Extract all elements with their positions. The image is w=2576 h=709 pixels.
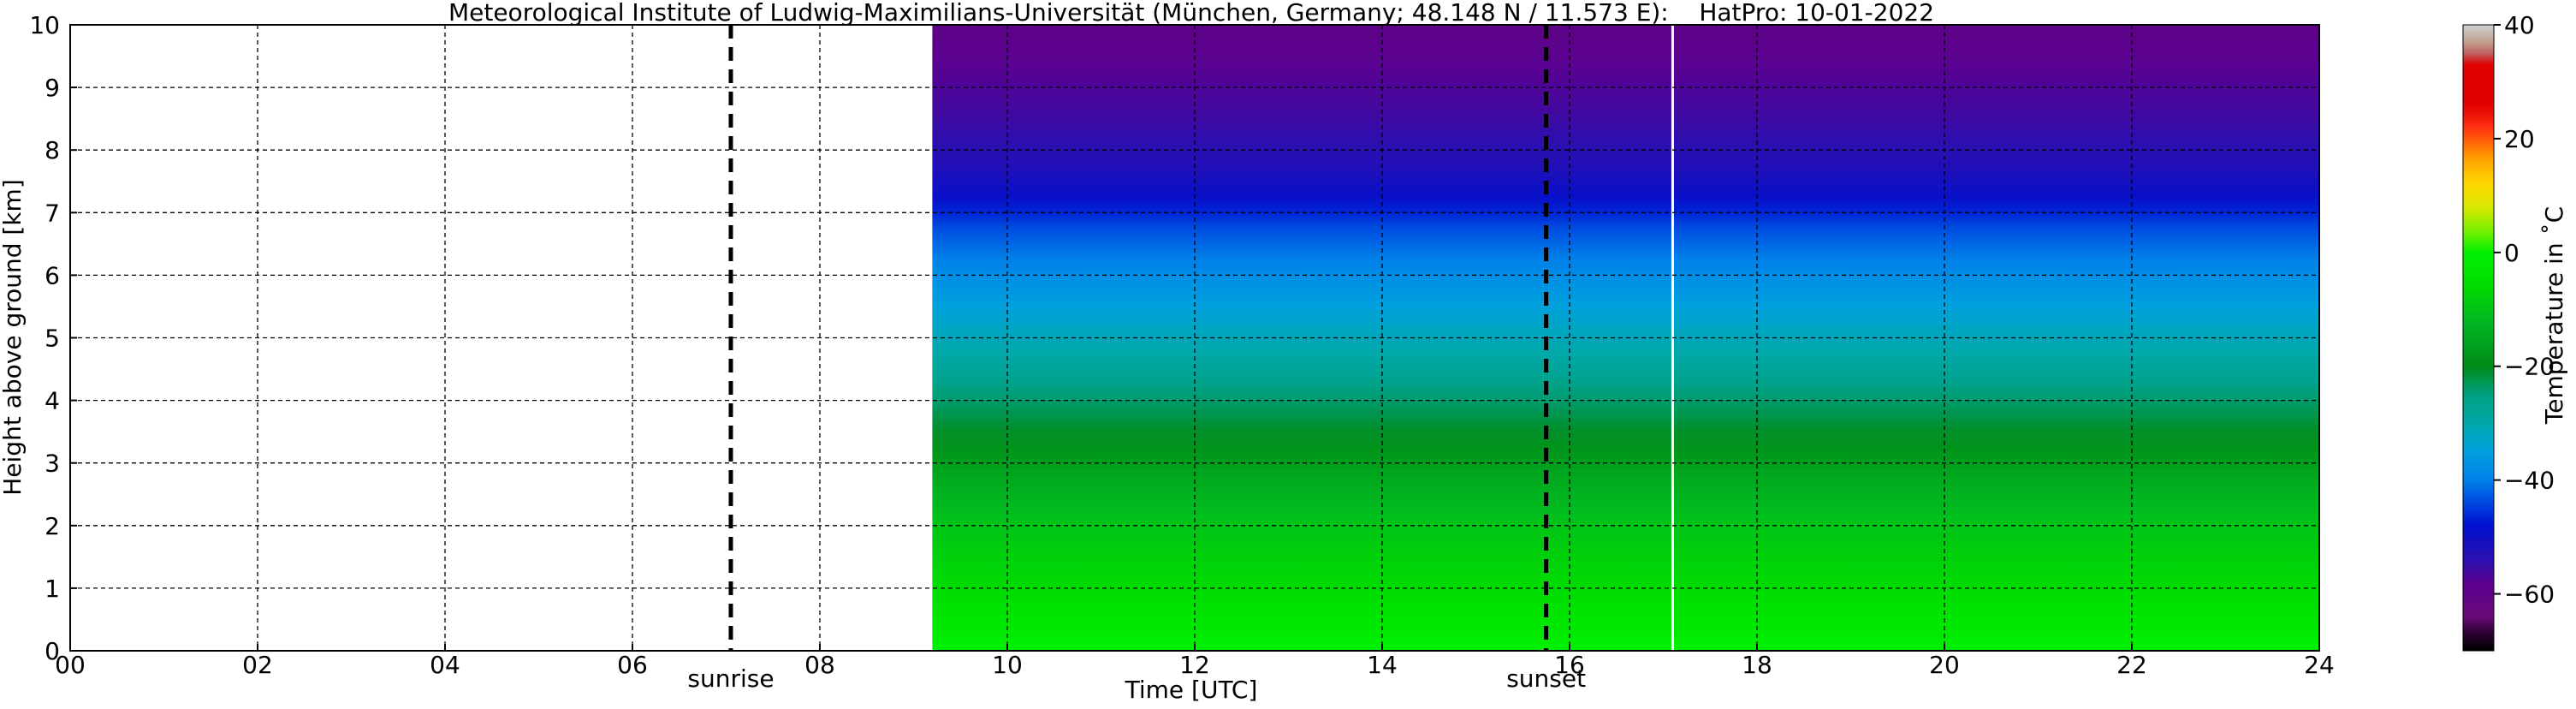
x-tick-label: 02 [242,651,273,679]
y-tick-label: 7 [45,199,60,227]
x-tick-label: 24 [2304,651,2335,679]
x-tick-label: 06 [617,651,648,679]
x-tick-label: 14 [1367,651,1398,679]
x-axis-ticks: 00 02 04 06 08 10 12 14 16 18 20 22 24 [55,644,2335,679]
x-tick-label: 18 [1742,651,1772,679]
x-tick-label: 00 [55,651,86,679]
x-tick-label: 16 [1554,651,1585,679]
y-tick-label: 4 [45,387,60,415]
temperature-heatmap [932,25,2319,651]
colorbar-tick-label: 20 [2504,125,2535,153]
colorbar-tick-label: 0 [2504,239,2520,267]
x-tick-label: 20 [1929,651,1960,679]
y-tick-label: 5 [45,325,60,353]
y-tick-label: 10 [29,11,60,39]
temperature-field [932,25,2319,651]
y-tick-label: 2 [45,512,60,540]
sunrise-label: sunrise [687,664,774,693]
y-tick-label: 1 [45,575,60,603]
y-axis-label: Height above ground [km] [0,179,27,496]
x-tick-label: 22 [2116,651,2147,679]
colorbar-ticks: 40 20 0 −20 −40 −60 [2494,11,2555,609]
colorbar-gradient [2462,24,2495,652]
colorbar-tick-label: −20 [2504,353,2555,381]
sun-event-lines: sunrise sunset [687,25,1586,693]
y-tick-label: 0 [45,637,60,665]
chart-title: Meteorological Institute of Ludwig-Maxim… [448,0,1934,27]
y-tick-label: 3 [45,450,60,478]
colorbar-tick-label: −60 [2504,581,2555,609]
sunset-label: sunset [1506,664,1586,693]
x-axis-label: Time [UTC] [1125,676,1258,704]
y-tick-label: 9 [45,74,60,102]
colorbar: 40 20 0 −20 −40 −60 Temperature in ˚C [2462,11,2568,652]
x-tick-label: 04 [430,651,460,679]
colorbar-label: Temperature in ˚C [2540,206,2568,425]
colorbar-tick-label: −40 [2504,467,2555,495]
x-tick-label: 10 [992,651,1023,679]
y-axis-ticks: 0 1 2 3 4 5 6 7 8 9 10 [29,11,77,665]
x-tick-label: 12 [1179,651,1210,679]
plot-area: sunrise sunset 00 02 04 06 08 10 12 14 16 18 20 22 24… [29,11,2334,693]
y-tick-label: 8 [45,136,60,164]
x-tick-label: 08 [804,651,835,679]
y-tick-label: 6 [45,261,60,289]
colorbar-tick-label: 40 [2504,11,2535,39]
grid-lines [70,25,2319,651]
